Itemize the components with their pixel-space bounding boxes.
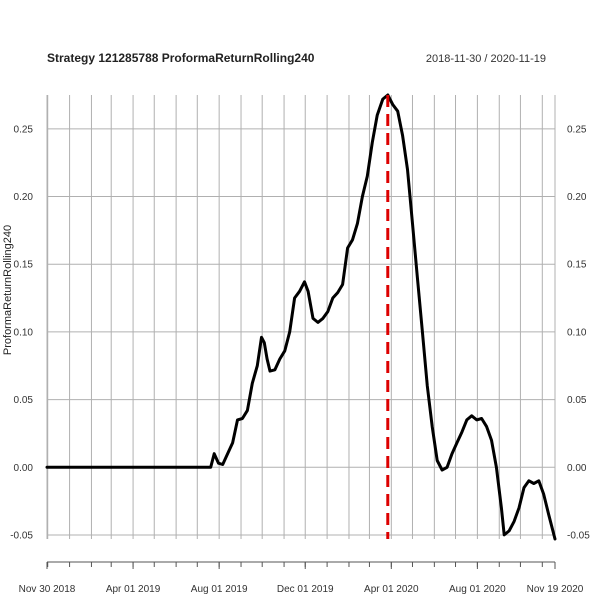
series: [45, 93, 557, 541]
grid: [46, 95, 556, 539]
x-tick-label: Nov 19 2020: [527, 584, 584, 595]
series-line: [45, 93, 557, 541]
y-tick-label-left: -0.05: [10, 530, 33, 541]
axes: -0.05 -0.05 0.00 0.00 0.05 0.05 0.10 0.10 0.15 0.…: [10, 124, 590, 595]
date-range: 2018-11-30 / 2020-11-19: [426, 53, 546, 65]
y-tick-label-left: 0.25: [14, 124, 34, 135]
x-tick-label: Apr 01 2019: [106, 584, 161, 595]
y-tick-label-left: 0.10: [14, 327, 34, 338]
y-tick-label-right: 0.05: [567, 395, 587, 406]
y-tick-label-right: -0.05: [567, 530, 590, 541]
chart-title: Strategy 121285788 ProformaReturnRolling…: [47, 51, 315, 65]
y-tick-label-left: 0.05: [14, 395, 34, 406]
y-tick-label-left: 0.20: [14, 192, 34, 203]
y-tick-label-right: 0.00: [567, 463, 587, 474]
x-tick-label: Nov 30 2018: [19, 584, 76, 595]
x-tick-label: Dec 01 2019: [277, 584, 334, 595]
y-tick-label-left: 0.00: [14, 463, 34, 474]
x-tick-label: Aug 01 2019: [191, 584, 248, 595]
y-tick-label-right: 0.25: [567, 124, 587, 135]
x-tick-label: Aug 01 2020: [449, 584, 506, 595]
x-tick-label: Apr 01 2020: [364, 584, 419, 595]
y-axis-label: ProformaReturnRolling240: [2, 225, 14, 355]
y-tick-label-right: 0.10: [567, 327, 587, 338]
y-tick-label-right: 0.20: [567, 192, 587, 203]
y-tick-label-left: 0.15: [14, 260, 34, 271]
y-tick-label-right: 0.15: [567, 260, 587, 271]
